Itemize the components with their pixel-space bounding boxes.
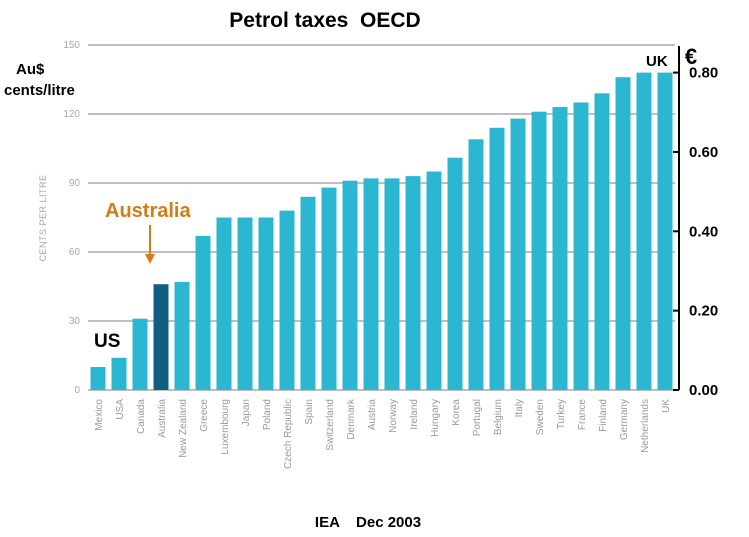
x-tick-label: Mexico	[94, 399, 105, 431]
x-tick-label: Belgium	[493, 399, 504, 435]
y-tick-label: 60	[69, 247, 81, 258]
bars	[90, 72, 673, 391]
source-footer: IEA Dec 2003	[315, 514, 421, 531]
bar	[384, 178, 400, 390]
australia-arrow	[145, 225, 155, 264]
bar	[300, 196, 316, 390]
x-tick-label: Turkey	[556, 399, 567, 429]
x-tick-label: Korea	[451, 399, 462, 426]
x-tick-label: France	[577, 399, 588, 431]
bar	[405, 176, 421, 390]
x-tick-label: New Zealand	[178, 399, 189, 458]
left-axis-heading-line2: cents/litre	[4, 82, 75, 99]
bar	[552, 107, 568, 390]
bar	[132, 318, 148, 390]
x-tick-label: Poland	[262, 399, 273, 430]
bar	[279, 210, 295, 390]
bar	[237, 217, 253, 390]
y-tick-labels: 0 30 60 90 120 150	[63, 40, 80, 396]
x-tick-label: Spain	[304, 399, 315, 425]
bar	[426, 171, 442, 390]
x-tick-label: Hungary	[430, 399, 441, 437]
bar	[468, 139, 484, 390]
x-tick-label: Portugal	[472, 399, 483, 436]
right-tick-label: 0.40	[689, 223, 718, 240]
right-tick-label: 0.80	[689, 65, 718, 82]
right-tick-label: 0.60	[689, 144, 718, 161]
bar	[573, 102, 589, 390]
x-tick-label: Austria	[367, 399, 378, 431]
bar	[615, 77, 631, 390]
y-tick-label: 30	[69, 316, 81, 327]
bar	[342, 180, 358, 390]
right-tick-label: 0.20	[689, 303, 718, 320]
y-tick-label: 90	[69, 178, 81, 189]
bar	[321, 187, 337, 390]
bar	[153, 284, 169, 390]
bar	[636, 72, 652, 390]
x-tick-label: Norway	[388, 399, 399, 433]
right-tick-label: 0.00	[689, 382, 718, 399]
bar	[489, 127, 505, 391]
x-tick-label: UK	[661, 399, 672, 413]
bar	[195, 235, 211, 390]
x-tick-label: Canada	[136, 399, 147, 434]
bar	[363, 178, 379, 390]
annotation-australia: Australia	[105, 200, 191, 222]
bar	[657, 72, 673, 390]
annotation-uk: UK	[646, 53, 668, 70]
x-tick-label: Denmark	[346, 398, 357, 440]
australia-arrow-head	[145, 254, 155, 264]
x-tick-label: Switzerland	[325, 399, 336, 451]
y-tick-label: 120	[63, 109, 80, 120]
x-tick-label: Czech Republic	[283, 399, 294, 469]
x-tick-label: Australia	[157, 399, 168, 438]
y-tick-label: 0	[74, 385, 80, 396]
chart-title: Petrol taxes OECD	[229, 9, 420, 32]
bar	[111, 357, 127, 390]
y-axis-label: CENTS PER LITRE	[38, 174, 48, 261]
x-tick-label: Netherlands	[640, 399, 651, 453]
bar	[531, 111, 547, 390]
euro-symbol: €	[685, 44, 697, 69]
x-tick-label: Italy	[514, 399, 525, 417]
bar	[174, 281, 190, 390]
annotation-us: US	[94, 331, 120, 352]
bar	[216, 217, 232, 390]
left-axis-heading-line1: Au$	[16, 61, 45, 78]
bar	[90, 367, 106, 390]
x-tick-label: Finland	[598, 399, 609, 432]
y-tick-label: 150	[63, 40, 80, 51]
x-tick-label: Sweden	[535, 399, 546, 435]
x-tick-label: Ireland	[409, 399, 420, 430]
bar	[447, 157, 463, 390]
x-tick-labels: Mexico USA Canada Australia New Zealand Greec…	[94, 398, 672, 469]
x-tick-label: Germany	[619, 399, 630, 440]
bar	[258, 217, 274, 390]
x-tick-label: Japan	[241, 399, 252, 426]
x-tick-label: USA	[115, 399, 126, 420]
x-tick-label: Luxembourg	[220, 399, 231, 455]
right-tick-labels: 0.00 0.20 0.40 0.60 0.80	[673, 65, 718, 399]
bar	[510, 118, 526, 390]
x-tick-label: Greece	[199, 399, 210, 432]
bar	[594, 93, 610, 391]
